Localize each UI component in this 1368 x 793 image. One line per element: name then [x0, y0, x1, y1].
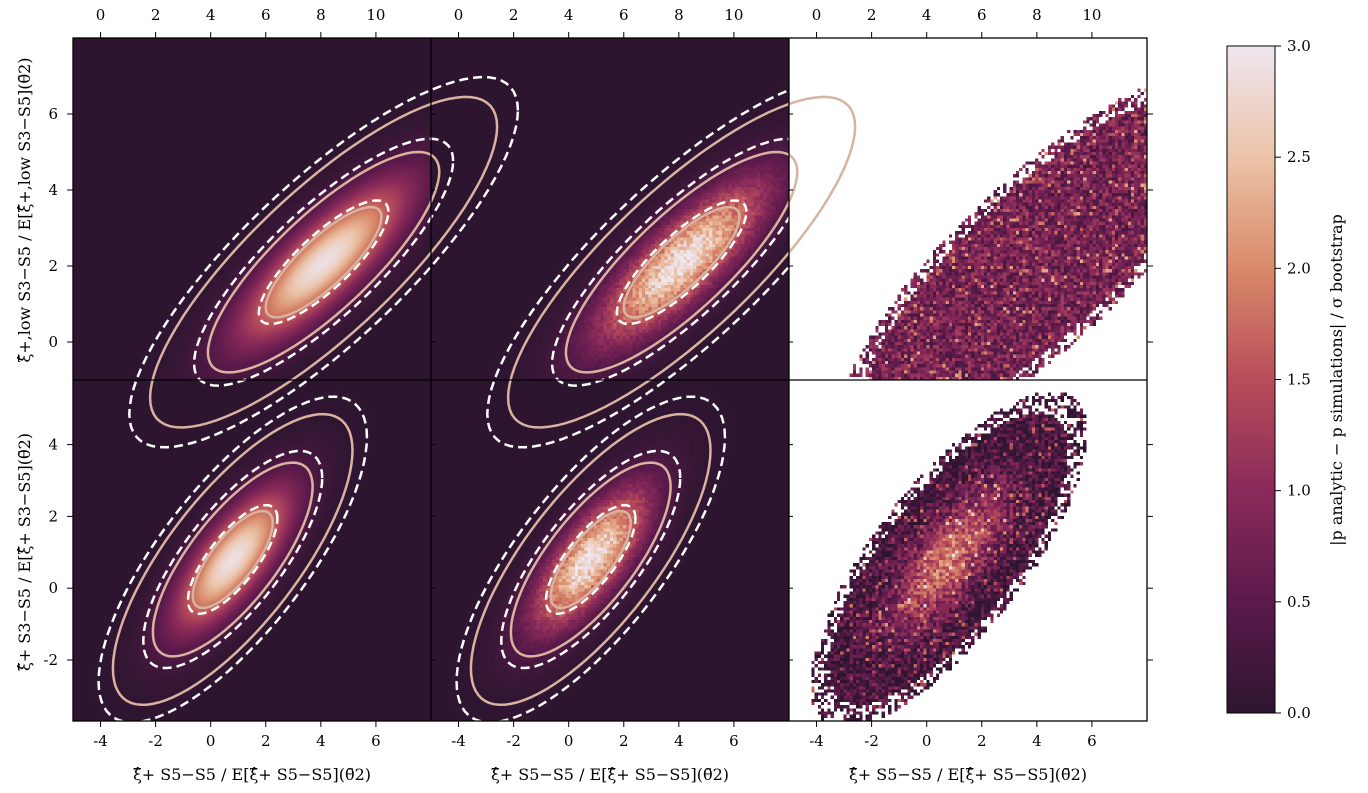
- colorbar-tick-label: 2.0: [1287, 259, 1311, 277]
- simulation-contour-3sigma: [455, 395, 727, 721]
- simulation-contour-2sigma: [192, 137, 455, 387]
- simulation-contour-2sigma: [550, 137, 813, 387]
- top-tick-label: 10: [724, 6, 743, 24]
- heatmap-panels: [73, 38, 1147, 721]
- simulation-contour-1sigma: [257, 199, 390, 326]
- top-tick-label: 4: [922, 6, 932, 24]
- heatmap-r2-c1: [73, 380, 431, 721]
- bottom-tick-label: -4: [93, 732, 108, 750]
- bottom-tick-label: 0: [922, 732, 932, 750]
- row1-ylabel: ξ̂+,low S3−S5 / E[ξ̂+,low S3−S5](θ̄2): [15, 57, 34, 362]
- bottom-tick-label: 4: [1032, 732, 1042, 750]
- top-tick-label: 6: [977, 6, 987, 24]
- colorbar-tick-label: 1.0: [1287, 482, 1311, 500]
- top-tick-label: 10: [366, 6, 385, 24]
- top-tick-label: 10: [1082, 6, 1101, 24]
- bottom-tick-label: 4: [316, 732, 326, 750]
- bottom-tick-label: -2: [864, 732, 879, 750]
- bottom-tick-label: -2: [506, 732, 521, 750]
- heatmap-r1-c3: [789, 38, 1147, 380]
- y-tick-label: 4: [48, 436, 58, 454]
- colorbar-tick-label: 2.5: [1287, 148, 1311, 166]
- colorbar-tick-label: 1.5: [1287, 371, 1311, 389]
- bottom-tick-label: 6: [1087, 732, 1097, 750]
- y-tick-label: 2: [48, 257, 58, 275]
- heatmap-r1-c2: [431, 38, 789, 380]
- analytic-contour-1sigma: [191, 509, 274, 610]
- top-tick-label: 2: [509, 6, 519, 24]
- bottom-tick-label: 2: [261, 732, 271, 750]
- analytic-contour-3sigma: [148, 95, 499, 429]
- colorbar-tick-label: 0.0: [1287, 704, 1311, 722]
- analytic-contour-2sigma: [509, 461, 672, 658]
- colorbar-tick-label: 3.0: [1287, 37, 1311, 55]
- xlabel-col3: ξ̂+ S5−S5 / E[ξ̂+ S5−S5](θ̄2): [849, 765, 1087, 784]
- y-tick-label: -2: [43, 651, 58, 669]
- bottom-tick-label: -4: [809, 732, 824, 750]
- colorbar-tick-label: 0.5: [1287, 593, 1311, 611]
- bottom-tick-label: -2: [148, 732, 163, 750]
- simulation-contour-1sigma: [544, 503, 637, 615]
- top-tick-label: 8: [1032, 6, 1042, 24]
- bottom-tick-label: 4: [674, 732, 684, 750]
- y-tick-label: 0: [48, 579, 58, 597]
- bottom-tick-label: 2: [619, 732, 629, 750]
- analytic-contour-2sigma: [564, 150, 799, 374]
- panel-frames: [72, 37, 1148, 722]
- y-tick-label: 2: [48, 507, 58, 525]
- simulation-contour-3sigma: [486, 75, 878, 449]
- simulation-contour-3sigma: [97, 395, 369, 721]
- y-tick-label: 6: [48, 105, 58, 123]
- heatmap-r2-c2: [431, 380, 789, 721]
- analytic-contour-2sigma: [206, 150, 441, 374]
- simulation-contour-3sigma: [128, 75, 520, 449]
- bottom-tick-label: 6: [729, 732, 739, 750]
- top-tick-label: 0: [96, 6, 106, 24]
- top-tick-label: 6: [619, 6, 629, 24]
- xlabel-col2: ξ̂+ S5−S5 / E[ξ̂+ S5−S5](θ̄2): [491, 765, 729, 784]
- analytic-contour-3sigma: [469, 412, 712, 707]
- y-tick-label: 0: [48, 333, 58, 351]
- simulation-contour-1sigma: [615, 199, 748, 326]
- heatmap-r1-c1: [73, 38, 431, 380]
- heatmap-r2-c3: [789, 380, 1147, 721]
- analytic-contour-2sigma: [151, 461, 314, 658]
- simulation-contour-2sigma: [142, 449, 324, 670]
- axis-ticks: 0 2 4 6 8 10 -4 -2 0 2 4 6 0 2 4 6 8 10 -4 -2 0 2 4 6 0 2 4 6 8 10 -4 -…: [43, 6, 1153, 750]
- bottom-tick-label: 0: [564, 732, 574, 750]
- top-tick-label: 8: [674, 6, 684, 24]
- y-tick-label: 4: [48, 181, 58, 199]
- contour-lines: [97, 75, 878, 721]
- top-tick-label: 2: [151, 6, 161, 24]
- top-tick-label: 0: [454, 6, 464, 24]
- colorbar: 0.0 0.5 1.0 1.5 2.0 2.5 3.0: [1226, 37, 1311, 722]
- bottom-tick-label: 0: [206, 732, 216, 750]
- analytic-contour-3sigma: [111, 412, 354, 707]
- bottom-tick-label: -4: [451, 732, 466, 750]
- top-tick-label: 6: [261, 6, 271, 24]
- analytic-contour-1sigma: [622, 205, 741, 319]
- top-tick-label: 2: [867, 6, 877, 24]
- top-tick-label: 4: [564, 6, 574, 24]
- simulation-contour-1sigma: [186, 503, 279, 615]
- top-tick-label: 4: [206, 6, 216, 24]
- row2-ylabel: ξ̂+ S3−S5 / E[ξ̂+ S3−S5](θ̄2): [15, 433, 34, 671]
- xlabel-col1: ξ̂+ S5−S5 / E[ξ̂+ S5−S5](θ̄2): [133, 765, 371, 784]
- analytic-contour-1sigma: [264, 205, 383, 319]
- bottom-tick-label: 6: [371, 732, 381, 750]
- analytic-contour-3sigma: [506, 95, 857, 429]
- colorbar-gradient: [1226, 45, 1276, 714]
- analytic-contour-1sigma: [549, 509, 632, 610]
- top-tick-label: 8: [316, 6, 326, 24]
- bottom-tick-label: 2: [977, 732, 987, 750]
- top-tick-label: 0: [812, 6, 822, 24]
- simulation-contour-2sigma: [500, 449, 682, 670]
- colorbar-label: |p analytic − p simulations| / σ bootstr…: [1327, 214, 1346, 546]
